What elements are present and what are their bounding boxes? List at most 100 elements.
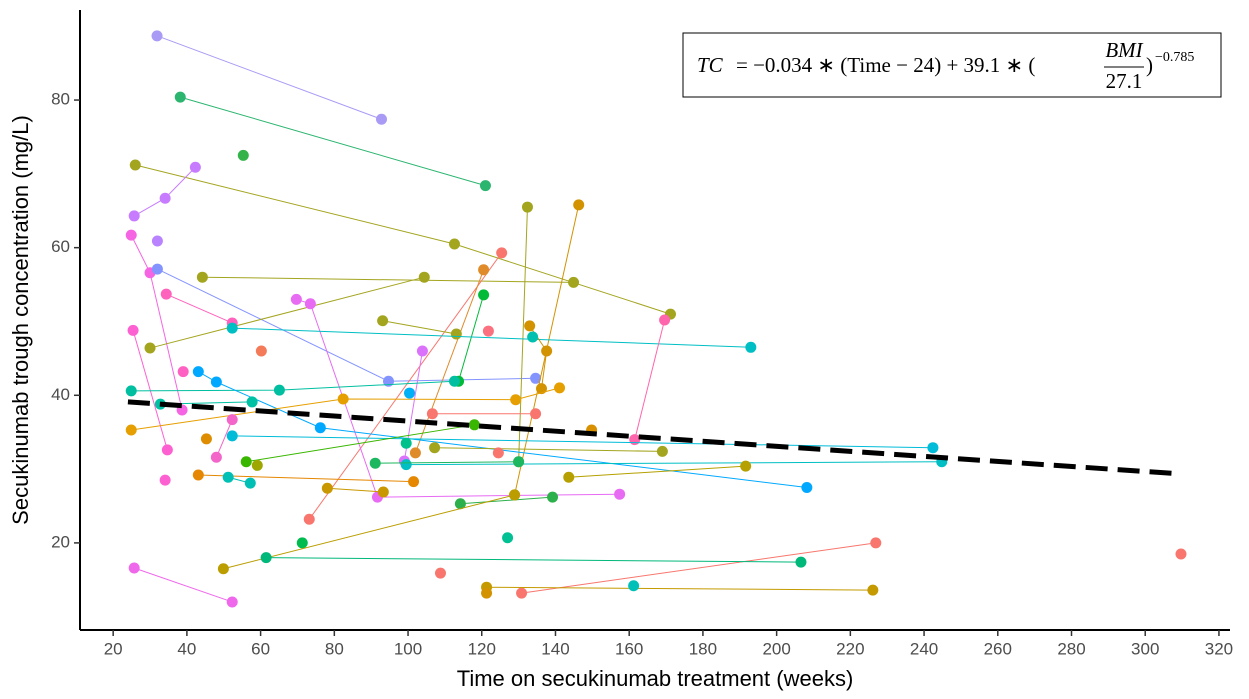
data-point (867, 584, 879, 596)
data-point (369, 457, 381, 469)
data-point (554, 382, 566, 394)
data-point (795, 556, 807, 568)
x-tick-label: 100 (394, 639, 422, 658)
x-tick-label: 20 (104, 639, 123, 658)
data-point (273, 384, 285, 396)
data-point (481, 587, 493, 599)
data-point (244, 477, 256, 489)
x-tick-label: 80 (325, 639, 344, 658)
data-point (303, 513, 315, 525)
data-point (530, 408, 542, 420)
data-point (159, 474, 171, 486)
data-point (128, 562, 140, 574)
data-point (434, 567, 446, 579)
data-point (541, 345, 553, 357)
data-point (151, 30, 163, 42)
data-point (527, 331, 539, 343)
x-tick-label: 120 (468, 639, 496, 658)
data-point (573, 199, 585, 211)
subject-line (518, 207, 528, 462)
data-point (454, 498, 466, 510)
data-point (260, 552, 272, 564)
data-point (217, 563, 229, 575)
x-axis-label: Time on secukinumab treatment (weeks) (457, 666, 854, 691)
data-point (659, 314, 671, 326)
data-point (192, 366, 204, 378)
data-point (129, 159, 141, 171)
data-point (629, 434, 641, 446)
data-point (196, 271, 208, 283)
x-tick-label: 40 (177, 639, 196, 658)
subject-line (133, 166, 196, 217)
formula-numerator: BMI (1105, 38, 1143, 62)
data-point (740, 460, 752, 472)
formula-lhs: TC (697, 53, 724, 77)
data-layer (125, 30, 1187, 608)
data-point (210, 376, 222, 388)
subject-line (198, 474, 414, 483)
data-point (251, 459, 263, 471)
y-tick-label: 40 (51, 385, 70, 404)
data-point (614, 488, 626, 500)
data-point (226, 414, 238, 426)
data-point (321, 482, 333, 494)
data-point (290, 293, 302, 305)
data-point (479, 180, 491, 192)
data-point (468, 419, 480, 431)
data-point (510, 394, 522, 406)
data-point (400, 437, 412, 449)
subject-line (180, 96, 486, 187)
x-tick-label: 260 (984, 639, 1012, 658)
data-point (530, 372, 542, 384)
data-point (1175, 548, 1187, 560)
subject-line (132, 330, 168, 451)
data-point (535, 383, 547, 395)
data-point (509, 489, 521, 501)
formula-close: ) (1146, 53, 1153, 77)
data-point (189, 161, 201, 173)
x-tick-label: 160 (615, 639, 643, 658)
subject-line (246, 424, 475, 463)
data-point (127, 324, 139, 336)
x-tick-label: 200 (762, 639, 790, 658)
data-point (160, 288, 172, 300)
data-point (226, 322, 238, 334)
subject-line (460, 496, 553, 505)
data-point (656, 445, 668, 457)
data-point (222, 471, 234, 483)
data-point (478, 264, 490, 276)
data-point (513, 456, 525, 468)
data-point (568, 276, 580, 288)
data-point (448, 238, 460, 250)
data-point (255, 345, 267, 357)
data-point (240, 456, 252, 468)
formula-rhs: = −0.034 ∗ (Time − 24) + 39.1 ∗ ( (736, 53, 1035, 77)
data-point (377, 486, 389, 498)
data-point (801, 482, 813, 494)
data-point (151, 235, 163, 247)
data-point (563, 471, 575, 483)
data-point (745, 341, 757, 353)
data-point (151, 263, 163, 275)
data-point (296, 537, 308, 549)
x-tick-label: 140 (541, 639, 569, 658)
subject-line (406, 461, 942, 466)
subject-line (434, 447, 663, 452)
subject-line (156, 35, 382, 120)
subject-line (157, 268, 536, 382)
subject-line (634, 319, 666, 440)
data-point (210, 451, 222, 463)
formula-denominator: 27.1 (1106, 69, 1143, 93)
data-point (125, 385, 137, 397)
data-point (177, 366, 189, 378)
data-point (144, 342, 156, 354)
trend-line (127, 399, 1175, 477)
y-axis-label: Secukinumab trough concentration (mg/L) (8, 115, 33, 525)
data-point (314, 422, 326, 434)
data-point (429, 442, 441, 454)
formula-box: TC = −0.034 ∗ (Time − 24) + 39.1 ∗ ( BMI… (682, 32, 1222, 98)
data-point (492, 447, 504, 459)
x-tick-label: 300 (1131, 639, 1159, 658)
subject-line (130, 234, 183, 411)
